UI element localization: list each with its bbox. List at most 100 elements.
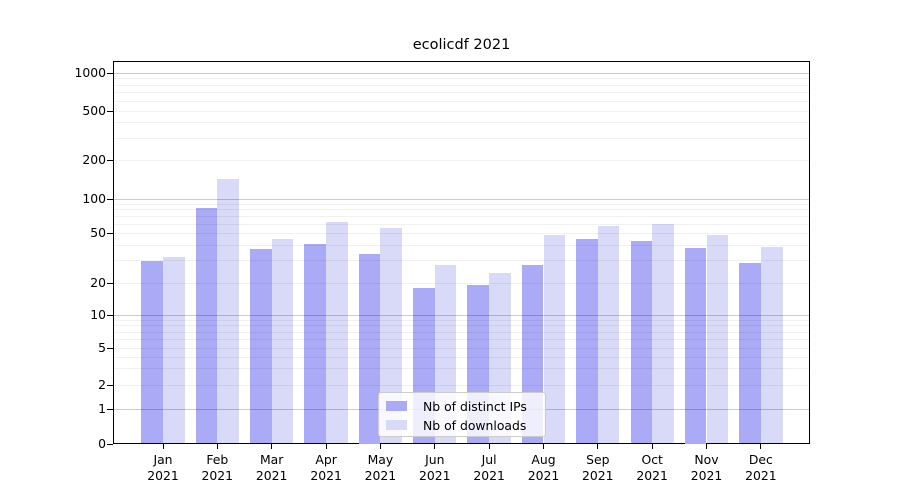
legend-swatch-distinct-ips <box>386 401 407 411</box>
bar-distinct-ips-apr <box>304 243 327 444</box>
x-tick-may <box>379 444 381 449</box>
y-tick-10 <box>107 314 113 316</box>
bar-downloads-mar <box>271 238 294 444</box>
y-tick-2 <box>107 384 113 386</box>
gridline-minor-300 <box>114 137 809 139</box>
y-tick-200 <box>107 159 113 161</box>
y-tick-100 <box>107 198 113 200</box>
gridline-major-10 <box>114 314 809 316</box>
bar-distinct-ips-nov <box>684 248 707 444</box>
y-tick-label-500: 500 <box>82 103 106 118</box>
chart-title: ecolicdf 2021 <box>412 37 511 53</box>
x-tick-label-sep: Sep 2021 <box>582 452 614 483</box>
gridline-minor-600 <box>114 100 809 102</box>
x-tick-dec <box>760 444 762 449</box>
gridline-minor-20 <box>114 282 809 284</box>
legend-item-downloads: Nb of downloads <box>386 417 538 433</box>
gridline-minor-50 <box>114 232 809 234</box>
gridline-minor-7 <box>114 331 809 333</box>
x-tick-jan <box>162 444 164 449</box>
gridline-major-1000 <box>114 72 809 74</box>
x-tick-nov <box>706 444 707 449</box>
y-tick-label-200: 200 <box>82 152 106 167</box>
gridline-minor-9 <box>114 319 809 321</box>
x-tick-oct <box>651 444 653 449</box>
bar-distinct-ips-sep <box>576 238 598 444</box>
bar-distinct-ips-may <box>358 254 381 444</box>
plot-area <box>113 61 810 444</box>
y-tick-label-10: 10 <box>90 307 106 322</box>
x-tick-jul <box>488 444 490 449</box>
legend: Nb of distinct IPs Nb of downloads <box>378 392 546 437</box>
x-tick-label-jun: Jun 2021 <box>419 452 451 483</box>
legend-item-distinct-ips: Nb of distinct IPs <box>386 398 538 414</box>
bar-downloads-sep <box>597 225 620 444</box>
y-tick-5 <box>107 347 113 349</box>
y-tick-20 <box>107 282 113 284</box>
gridline-minor-200 <box>114 159 809 161</box>
x-tick-sep <box>597 444 599 449</box>
legend-label-downloads: Nb of downloads <box>423 417 527 433</box>
x-tick-label-nov: Nov 2021 <box>690 452 723 483</box>
bar-downloads-dec <box>760 246 783 444</box>
gridline-minor-4 <box>114 356 809 358</box>
y-tick-500 <box>107 110 113 112</box>
legend-swatch-downloads <box>386 420 407 430</box>
gridline-minor-6 <box>114 338 809 340</box>
y-tick-label-20: 20 <box>90 275 106 290</box>
x-tick-label-oct: Oct 2021 <box>636 452 668 483</box>
gridline-minor-500 <box>114 110 809 112</box>
x-tick-label-jan: Jan 2021 <box>147 452 179 483</box>
x-tick-apr <box>325 444 327 449</box>
y-tick-label-0: 0 <box>98 436 106 451</box>
bar-downloads-feb <box>217 178 239 444</box>
gridline-minor-60 <box>114 223 809 225</box>
gridline-minor-30 <box>114 260 809 262</box>
x-tick-label-jul: Jul 2021 <box>473 452 505 483</box>
gridline-minor-900 <box>114 78 809 80</box>
bar-distinct-ips-mar <box>250 249 272 444</box>
x-tick-aug <box>543 444 544 449</box>
gridline-minor-400 <box>114 122 809 124</box>
bar-downloads-nov <box>706 235 729 444</box>
x-tick-feb <box>216 444 218 449</box>
gridline-minor-8 <box>114 325 809 327</box>
gridline-major-100 <box>114 198 809 200</box>
x-tick-label-mar: Mar 2021 <box>255 452 288 483</box>
gridline-minor-40 <box>114 244 809 246</box>
gridline-minor-3 <box>114 368 809 370</box>
y-tick-label-5: 5 <box>98 340 106 355</box>
x-tick-label-apr: Apr 2021 <box>310 452 342 483</box>
bar-downloads-aug <box>543 235 566 444</box>
bar-downloads-apr <box>326 221 348 444</box>
x-tick-jun <box>434 444 436 449</box>
y-tick-label-2: 2 <box>98 377 106 392</box>
gridline-minor-80 <box>114 209 809 211</box>
gridline-minor-800 <box>114 84 809 86</box>
x-tick-label-aug: Aug 2021 <box>527 452 560 483</box>
gridline-minor-2 <box>114 384 809 386</box>
x-tick-label-feb: Feb 2021 <box>201 452 234 483</box>
y-tick-50 <box>107 232 113 234</box>
bar-downloads-jan <box>163 257 185 444</box>
y-tick-1 <box>107 408 113 410</box>
x-tick-mar <box>271 444 273 449</box>
y-tick-0 <box>107 443 113 445</box>
bar-downloads-may <box>380 228 403 444</box>
gridline-minor-5 <box>114 347 809 349</box>
x-tick-label-dec: Dec 2021 <box>745 452 777 483</box>
bar-distinct-ips-jan <box>141 260 163 444</box>
gridline-minor-70 <box>114 216 809 217</box>
legend-label-distinct-ips: Nb of distinct IPs <box>423 398 527 414</box>
bar-distinct-ips-dec <box>739 262 761 444</box>
gridline-minor-90 <box>114 203 809 205</box>
bar-distinct-ips-feb <box>195 207 218 444</box>
bar-downloads-oct <box>652 224 674 444</box>
y-tick-1000 <box>107 72 113 74</box>
y-tick-label-100: 100 <box>82 191 106 206</box>
y-tick-label-1: 1 <box>98 401 106 416</box>
y-tick-label-1000: 1000 <box>74 65 106 80</box>
bar-distinct-ips-oct <box>630 241 653 444</box>
x-tick-label-may: May 2021 <box>364 452 397 483</box>
